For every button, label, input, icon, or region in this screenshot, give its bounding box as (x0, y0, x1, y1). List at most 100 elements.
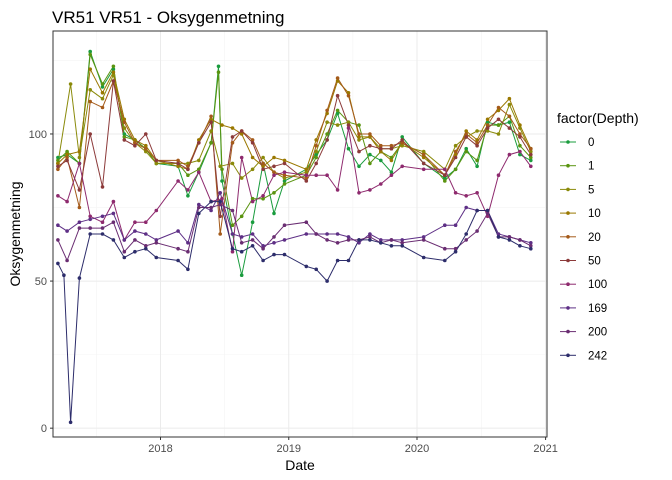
data-point-depth-50 (421, 161, 426, 166)
data-point-depth-242 (261, 258, 265, 263)
data-point-depth-100 (261, 194, 265, 198)
data-point-depth-50 (518, 135, 522, 139)
data-point-depth-10 (357, 135, 361, 139)
y-tick-label: 0 (41, 423, 47, 435)
data-point-depth-50 (111, 79, 116, 83)
data-point-depth-0 (475, 164, 479, 169)
data-point-depth-20 (389, 143, 394, 148)
data-point-depth-20 (218, 232, 222, 236)
data-point-depth-5 (77, 155, 82, 160)
data-point-depth-20 (453, 149, 458, 154)
data-point-depth-100 (453, 191, 458, 195)
data-point-depth-10 (453, 152, 458, 157)
data-point-depth-50 (325, 138, 329, 142)
data-point-depth-20 (325, 108, 329, 113)
data-point-depth-10 (250, 155, 255, 160)
data-point-depth-5 (357, 138, 361, 142)
data-point-depth-100 (230, 249, 235, 254)
data-point-depth-20 (475, 141, 479, 145)
data-point-depth-1 (197, 167, 201, 172)
data-point-depth-5 (186, 161, 190, 166)
data-point-depth-242 (443, 258, 447, 263)
data-point-depth-20 (357, 132, 361, 136)
data-point-depth-50 (453, 155, 458, 160)
data-point-depth-169 (154, 238, 159, 242)
data-point-depth-10 (77, 149, 82, 154)
data-point-depth-5 (261, 155, 265, 160)
data-point-depth-5 (496, 132, 501, 136)
chart-title: VR51 VR51 - Oksygenmetning (52, 8, 284, 27)
data-point-depth-10 (325, 111, 329, 116)
data-point-depth-10 (111, 70, 116, 74)
data-point-depth-100 (496, 173, 501, 177)
data-point-depth-242 (379, 241, 383, 245)
data-point-depth-100 (186, 188, 190, 192)
data-point-depth-50 (239, 129, 244, 133)
data-point-depth-0 (400, 135, 405, 139)
data-point-depth-242 (346, 258, 351, 263)
data-point-depth-200 (209, 205, 213, 210)
data-point-depth-100 (443, 167, 447, 172)
data-point-depth-1 (325, 132, 329, 136)
data-point-depth-100 (250, 199, 255, 204)
data-point-depth-100 (335, 188, 340, 192)
data-point-depth-242 (68, 420, 73, 425)
data-point-depth-50 (218, 214, 222, 219)
data-point-depth-50 (100, 185, 105, 189)
data-point-depth-242 (304, 264, 309, 269)
data-point-depth-5 (400, 143, 405, 148)
data-point-depth-1 (357, 123, 361, 127)
data-point-depth-200 (144, 244, 148, 248)
data-point-depth-200 (389, 238, 394, 242)
data-point-depth-10 (239, 132, 244, 136)
data-point-depth-200 (122, 249, 127, 254)
data-point-depth-100 (389, 173, 394, 177)
data-point-depth-50 (197, 141, 201, 145)
data-point-depth-0 (346, 146, 351, 151)
data-point-depth-50 (496, 117, 501, 122)
data-point-depth-20 (507, 114, 512, 119)
data-point-depth-242 (100, 232, 105, 236)
data-point-depth-100 (282, 170, 287, 174)
data-point-depth-1 (443, 179, 447, 183)
data-point-depth-200 (421, 238, 426, 242)
data-point-depth-200 (186, 249, 190, 254)
data-point-depth-5 (239, 176, 244, 180)
data-point-depth-242 (485, 208, 490, 213)
data-point-depth-10 (496, 108, 501, 113)
data-point-depth-5 (325, 120, 329, 124)
data-point-depth-200 (453, 246, 458, 251)
legend-items: 0 1 5 10 20 50 100 169 200 242 (560, 137, 607, 362)
data-point-depth-242 (325, 279, 329, 283)
data-point-depth-0 (56, 155, 60, 160)
legend-label: 242 (588, 350, 607, 362)
data-point-depth-200 (133, 238, 137, 242)
data-point-depth-50 (304, 179, 309, 183)
data-point-depth-169 (133, 229, 137, 233)
legend-key-point (566, 235, 570, 239)
plot-panel (52, 30, 548, 438)
data-point-depth-100 (346, 126, 351, 130)
x-axis-title: Date (285, 457, 315, 473)
data-point-depth-20 (304, 176, 309, 180)
data-point-depth-242 (133, 249, 137, 254)
data-point-depth-50 (443, 173, 447, 177)
data-point-depth-242 (475, 208, 479, 213)
data-point-depth-169 (88, 217, 92, 222)
data-point-depth-100 (239, 155, 244, 160)
data-point-depth-242 (111, 238, 116, 242)
data-point-depth-200 (282, 223, 287, 227)
data-point-depth-100 (529, 164, 533, 169)
data-point-depth-100 (133, 220, 137, 224)
data-point-depth-0 (368, 152, 372, 157)
data-point-depth-10 (507, 96, 512, 101)
data-point-depth-0 (216, 64, 221, 69)
data-point-depth-20 (272, 170, 276, 174)
data-point-depth-1 (453, 167, 458, 172)
data-point-depth-100 (464, 194, 469, 198)
data-point-depth-20 (122, 120, 127, 124)
legend-title: factor(Depth) (557, 110, 639, 126)
data-point-depth-20 (56, 167, 60, 172)
data-point-depth-1 (209, 141, 213, 145)
